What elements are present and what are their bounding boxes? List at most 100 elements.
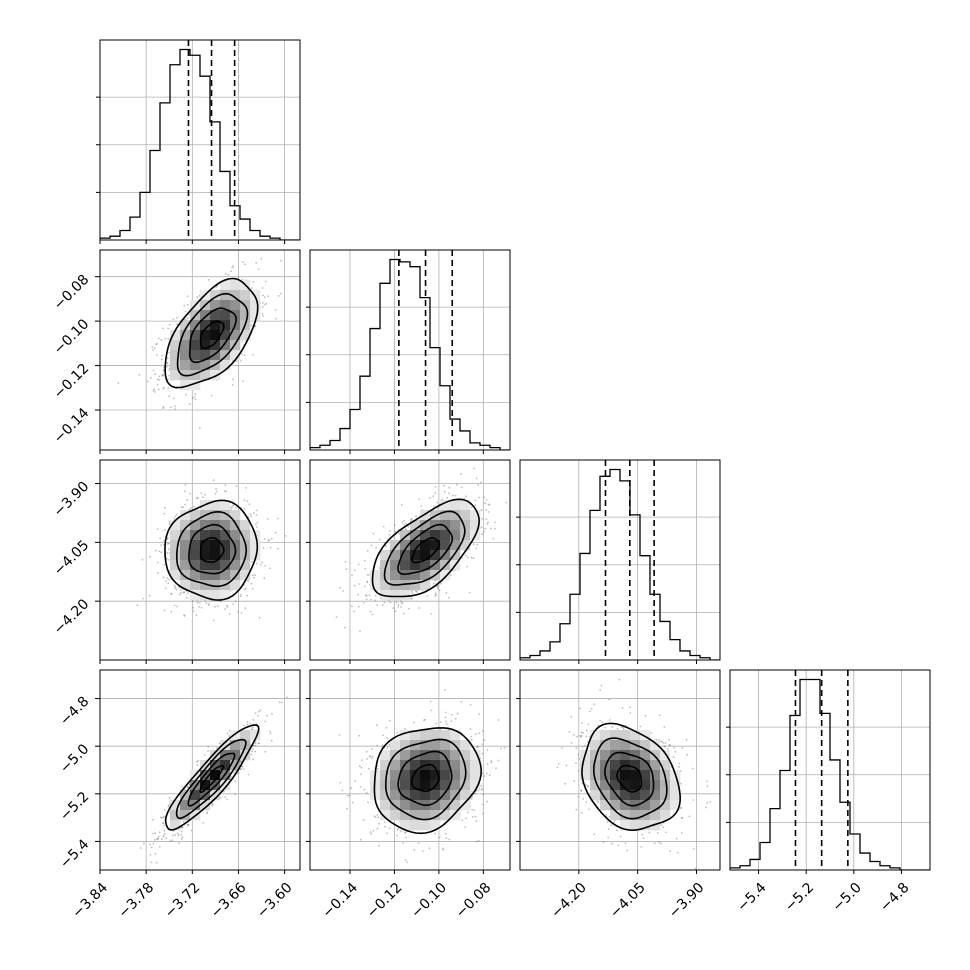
sample-point (163, 386, 165, 389)
sample-point (583, 744, 586, 747)
sample-point (362, 819, 365, 821)
sample-point (158, 550, 161, 553)
sample-point (472, 543, 475, 546)
sample-point (226, 605, 229, 608)
sample-point (565, 764, 568, 767)
sample-point (187, 592, 190, 594)
sample-point (370, 598, 372, 601)
sample-point (189, 492, 192, 495)
sample-point (658, 714, 661, 717)
density-cell (430, 530, 441, 541)
sample-point (351, 801, 354, 804)
sample-point (382, 734, 384, 737)
density-cell (190, 790, 201, 801)
density-cell (430, 730, 441, 741)
density-cell (200, 530, 211, 541)
sample-point (196, 296, 199, 299)
density-cell (460, 750, 471, 761)
density-cell (200, 800, 211, 811)
sample-point (364, 594, 367, 597)
density-cell (170, 560, 181, 571)
sample-point (465, 495, 467, 498)
panel-frame (309, 249, 511, 451)
density-cell (200, 370, 211, 381)
sample-point (247, 773, 250, 776)
density-cell (390, 760, 401, 771)
density-cell (200, 570, 211, 581)
sample-point (237, 276, 240, 279)
sample-point (580, 789, 583, 792)
density-cell (180, 530, 191, 541)
sample-point (448, 838, 451, 841)
sample-point (274, 309, 277, 311)
sample-point (217, 605, 219, 608)
density-cell (430, 770, 441, 781)
density-cell (420, 780, 431, 791)
density-cell (450, 540, 461, 551)
sample-point (181, 836, 184, 838)
sample-point (404, 727, 406, 730)
contour-3 (383, 510, 466, 586)
sample-point (261, 306, 264, 308)
sample-point (166, 537, 169, 540)
sample-point (669, 744, 671, 747)
density-cell (210, 760, 221, 771)
x-tick-label: −3.90 (666, 880, 708, 922)
sample-point (275, 317, 277, 320)
density-cell (230, 530, 241, 541)
sample-point (180, 506, 183, 509)
sample-point (400, 503, 403, 506)
density-cell (210, 540, 221, 551)
sample-point (388, 600, 391, 602)
sample-point (564, 782, 567, 785)
contour-4 (581, 722, 682, 832)
sample-point (400, 606, 402, 608)
sample-point (618, 678, 621, 681)
sample-point (183, 821, 185, 823)
sample-point (165, 580, 168, 582)
sample-point (493, 527, 496, 530)
density-cell (450, 800, 461, 811)
sample-point (607, 828, 610, 830)
sample-point (193, 506, 196, 508)
sample-point (381, 744, 384, 747)
sample-point (386, 737, 388, 739)
sample-point (376, 744, 379, 747)
sample-point (189, 403, 191, 406)
contour-4 (164, 724, 260, 831)
sample-point (460, 486, 463, 489)
sample-point (174, 834, 177, 836)
sample-point (160, 838, 163, 841)
sample-point (206, 811, 209, 813)
sample-point (353, 569, 356, 572)
sample-point (157, 835, 160, 838)
sample-point (175, 513, 178, 516)
density-cell (410, 770, 421, 781)
sample-point (705, 806, 707, 809)
sample-point (661, 740, 663, 743)
sample-point (605, 814, 608, 816)
density-cell (210, 330, 221, 341)
density-cell (420, 790, 431, 801)
sample-point (662, 826, 664, 829)
sample-point (404, 831, 407, 834)
density-cell (620, 770, 631, 781)
x-tick-label: −4.8 (877, 880, 912, 915)
density-cell (220, 300, 231, 311)
sample-point (599, 689, 602, 691)
sample-point (399, 600, 402, 603)
density-cell (210, 320, 221, 331)
density-cell (170, 350, 181, 361)
sample-point (410, 518, 412, 521)
sample-point (154, 549, 157, 552)
density-2-1 (335, 467, 508, 633)
density-cell (420, 820, 431, 831)
sample-point (423, 719, 425, 722)
density-cell (230, 510, 241, 521)
sample-point (226, 732, 229, 735)
sample-point (149, 854, 152, 856)
sample-point (231, 266, 234, 269)
density-cell (470, 770, 481, 781)
sample-point (254, 750, 256, 753)
